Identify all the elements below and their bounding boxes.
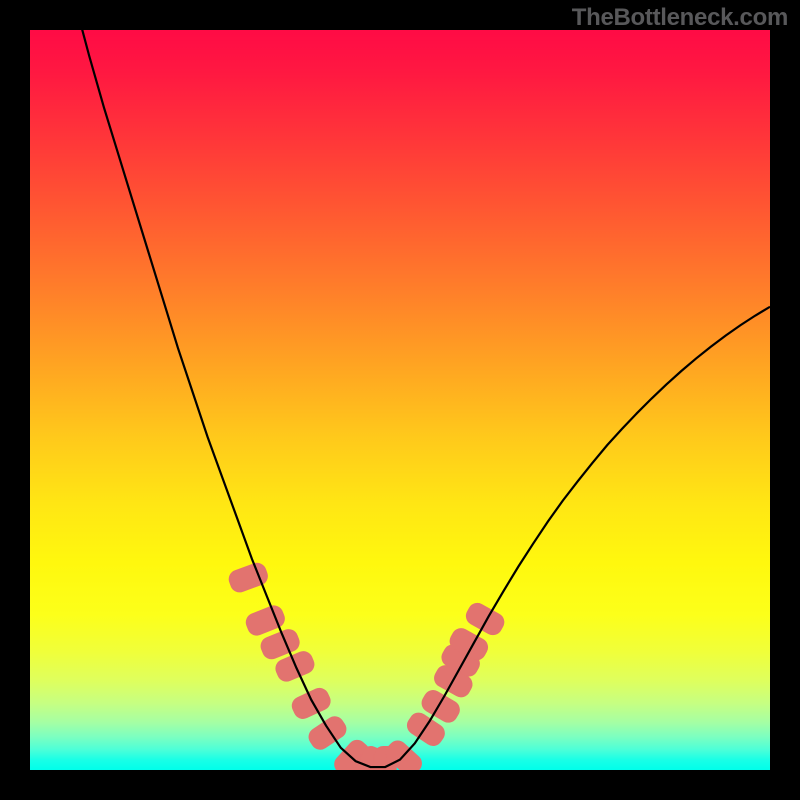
plot-background (30, 30, 770, 770)
watermark-label: TheBottleneck.com (572, 4, 788, 32)
bottleneck-chart (0, 0, 800, 800)
